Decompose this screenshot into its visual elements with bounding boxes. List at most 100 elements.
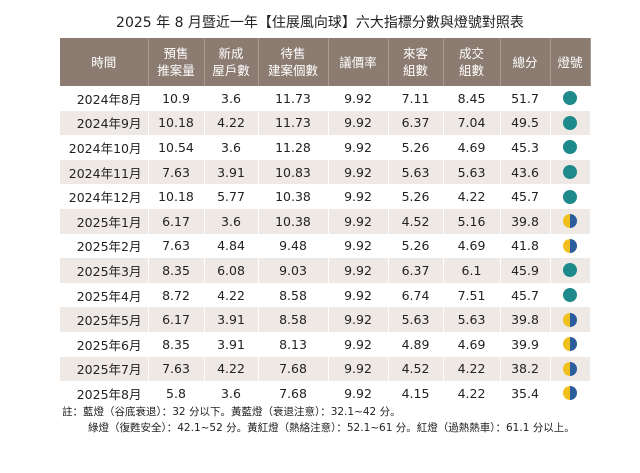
notes: 註：藍燈（谷底衰退）：32 分以下。黃藍燈（衰退注意）：32.1~42 分。 綠… — [62, 404, 575, 436]
row: 2025年6月 8.35 3.91 8.13 9.92 4.89 4.69 39.9 — [60, 331, 591, 357]
cell: 4.52 — [388, 356, 444, 382]
row: 2025年8月 5.8 3.6 7.68 9.92 4.15 4.22 35.4 — [60, 381, 591, 406]
cell: 7.04 — [443, 110, 501, 136]
light-cell — [550, 356, 591, 382]
cell: 4.69 — [443, 331, 501, 357]
cell: 4.52 — [388, 208, 444, 234]
header-row: 時間 預售 推案量 新成 屋戶數 待售 建案個數 議價率 來客 組數 成交 組數 總分 燈號 — [60, 38, 591, 86]
light-green — [563, 288, 577, 303]
row: 2025年7月 7.63 4.22 7.68 9.92 4.52 4.22 38.2 — [60, 356, 591, 382]
note: 註：藍燈（谷底衰退）：32 分以下。黃藍燈（衰退注意）：32.1~42 分。 — [62, 406, 401, 418]
light-yellow-blue — [563, 386, 577, 401]
cell: 2025年4月 — [60, 282, 149, 308]
header-cell: 預售 推案量 — [148, 38, 205, 86]
cell: 3.6 — [204, 381, 259, 406]
cell: 2024年12月 — [60, 184, 149, 209]
cell: 6.17 — [148, 307, 205, 332]
cell: 2025年8月 — [60, 381, 149, 406]
header-cell: 新成 屋戶數 — [204, 38, 259, 86]
cell: 8.58 — [258, 282, 329, 308]
cell: 6.74 — [388, 282, 444, 308]
cell: 11.28 — [258, 135, 329, 160]
light-cell — [550, 331, 591, 357]
cell: 39.8 — [500, 307, 551, 332]
header-cell: 議價率 — [328, 38, 389, 86]
header-line: 時間 — [91, 54, 117, 70]
cell: 9.92 — [328, 331, 389, 357]
header-line: 預售 — [163, 46, 189, 61]
header-line: 燈號 — [557, 54, 583, 70]
header-cell: 時間 — [60, 38, 149, 86]
header-cell: 來客 組數 — [388, 38, 444, 86]
cell: 10.38 — [258, 184, 329, 209]
cell: 6.37 — [388, 110, 444, 136]
light-yellow-blue — [563, 312, 577, 327]
header-line: 新成 — [218, 46, 244, 61]
cell: 2025年5月 — [60, 307, 149, 332]
row: 2025年2月 7.63 4.84 9.48 9.92 5.26 4.69 41.8 — [60, 233, 591, 259]
cell: 4.22 — [204, 110, 259, 136]
cell: 3.91 — [204, 159, 259, 185]
cell: 9.92 — [328, 135, 389, 160]
cell: 2024年10月 — [60, 135, 149, 160]
row: 2025年5月 6.17 3.91 8.58 9.92 5.63 5.63 39.8 — [60, 307, 591, 332]
cell: 3.6 — [204, 135, 259, 160]
cell: 5.26 — [388, 184, 444, 209]
cell: 2025年2月 — [60, 233, 149, 259]
light-cell — [550, 110, 591, 136]
cell: 10.54 — [148, 135, 205, 160]
title: 2025 年 8 月暨近一年【住展風向球】六大指標分數與燈號對照表 — [116, 15, 524, 31]
row: 2024年11月 7.63 3.91 10.83 9.92 5.63 5.63 43.6 — [60, 159, 591, 185]
cell: 49.5 — [500, 110, 551, 136]
cell: 5.26 — [388, 233, 444, 259]
cell: 9.92 — [328, 282, 389, 308]
cell: 9.48 — [258, 233, 329, 259]
cell: 8.13 — [258, 331, 329, 357]
header-line: 成交 — [458, 46, 484, 61]
row: 2024年12月 10.18 5.77 10.38 9.92 5.26 4.22 45.7 — [60, 184, 591, 209]
cell: 9.92 — [328, 86, 389, 111]
cell: 45.3 — [500, 135, 551, 160]
cell: 10.18 — [148, 184, 205, 209]
cell: 5.63 — [443, 307, 501, 332]
header-line: 議價率 — [339, 54, 377, 70]
light-cell — [550, 184, 591, 209]
cell: 9.92 — [328, 307, 389, 332]
cell: 3.6 — [204, 208, 259, 234]
cell: 9.03 — [258, 258, 329, 283]
cell: 6.17 — [148, 208, 205, 234]
cell: 10.83 — [258, 159, 329, 185]
light-yellow-blue — [563, 238, 577, 253]
cell: 8.45 — [443, 86, 501, 111]
cell: 9.92 — [328, 233, 389, 259]
cell: 8.58 — [258, 307, 329, 332]
cell: 5.63 — [388, 159, 444, 185]
cell: 9.92 — [328, 184, 389, 209]
cell: 6.1 — [443, 258, 501, 283]
light-green — [563, 91, 577, 106]
cell: 3.6 — [204, 86, 259, 111]
header-line: 建案個數 — [267, 63, 318, 78]
row: 2024年9月 10.18 4.22 11.73 9.92 6.37 7.04 49.5 — [60, 110, 591, 136]
cell: 35.4 — [500, 381, 551, 406]
cell: 39.8 — [500, 208, 551, 234]
cell: 9.92 — [328, 159, 389, 185]
header-cell: 總分 — [500, 38, 551, 86]
light-cell — [550, 135, 591, 160]
cell: 45.9 — [500, 258, 551, 283]
cell: 11.73 — [258, 110, 329, 136]
cell: 2024年9月 — [60, 110, 149, 136]
cell: 4.22 — [204, 282, 259, 308]
header-line: 待售 — [280, 46, 306, 61]
cell: 7.68 — [258, 356, 329, 382]
cell: 8.35 — [148, 331, 205, 357]
light-cell — [550, 381, 591, 406]
light-yellow-blue — [563, 361, 577, 376]
header-line: 總分 — [512, 54, 538, 70]
light-green — [563, 140, 577, 155]
header-line: 推案量 — [157, 63, 195, 78]
light-cell — [550, 86, 591, 111]
cell: 2025年7月 — [60, 356, 149, 382]
cell: 5.26 — [388, 135, 444, 160]
